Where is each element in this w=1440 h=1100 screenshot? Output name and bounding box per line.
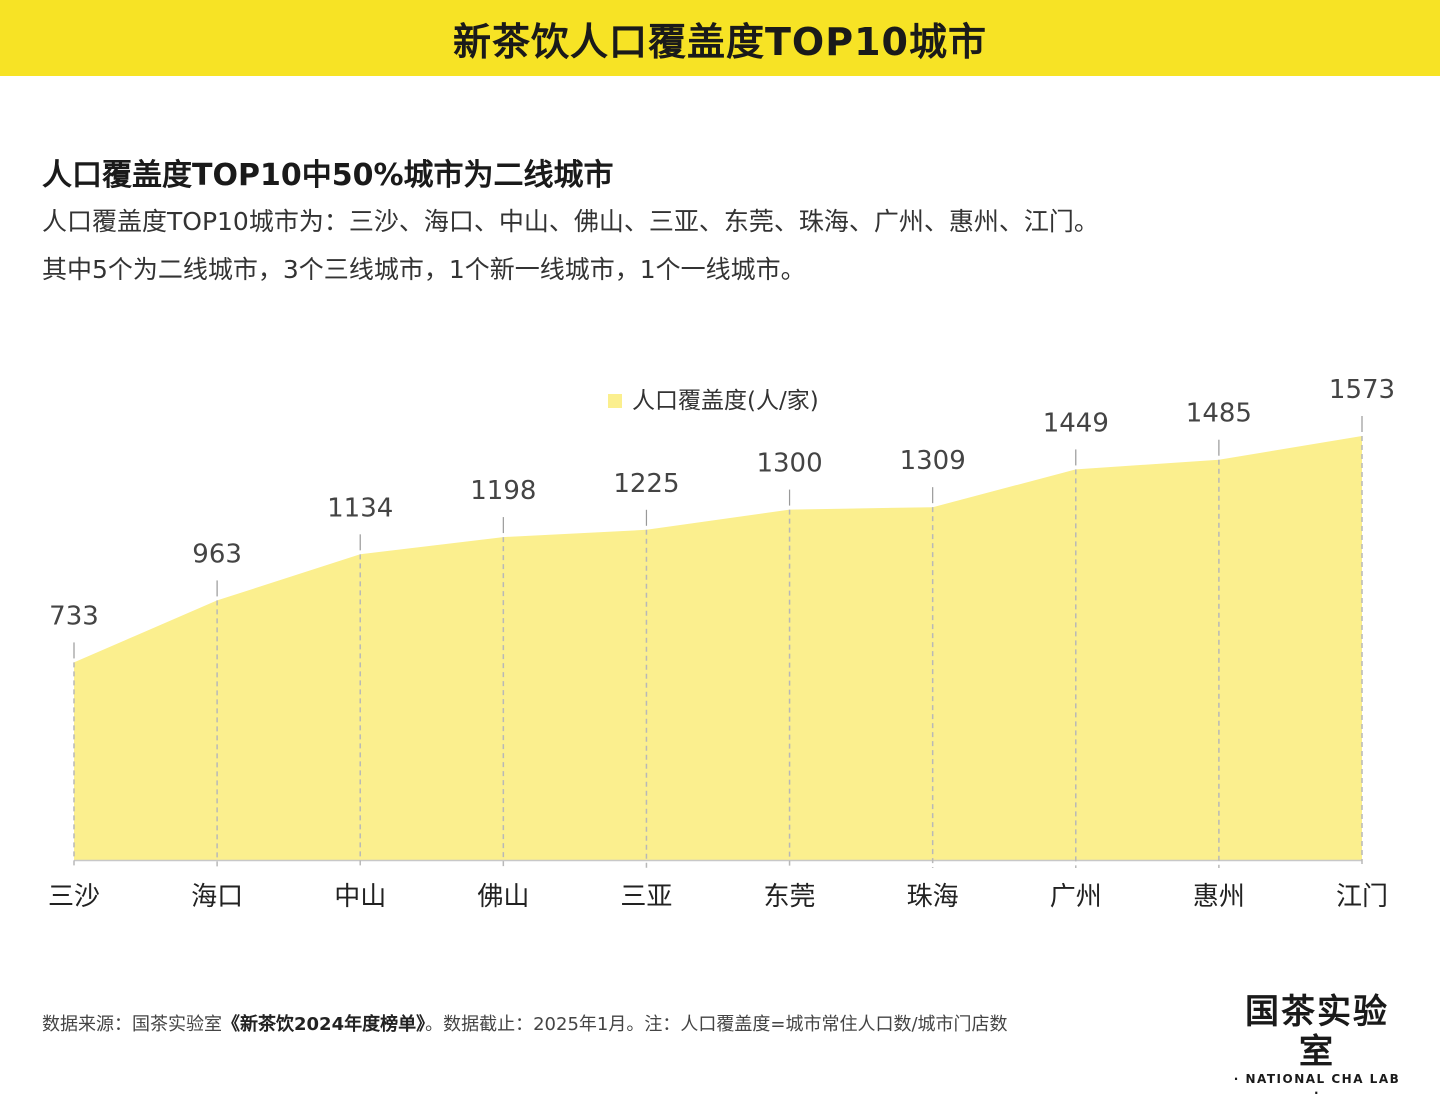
area-series — [74, 436, 1362, 860]
description-line-2: 其中5个为二线城市，3个三线城市，1个新一线城市，1个一线城市。 — [42, 255, 806, 284]
plot-area: 733 三沙 963 海口 1134 中山 1198 佛山 1225 三亚 1300 东莞 1309 珠海… — [48, 375, 1395, 912]
data-label: 1225 — [613, 469, 679, 499]
brand-name-cn: 国茶实验室 — [1245, 992, 1389, 1072]
area-chart: 人口覆盖度(人/家) 733 三沙 963 海口 1134 中山 1198 佛山 1225 三亚 1… — [48, 375, 1395, 912]
data-label: 1573 — [1329, 375, 1395, 405]
x-tick-label: 佛山 — [477, 882, 529, 912]
legend-label: 人口覆盖度(人/家) — [632, 388, 819, 414]
data-label: 1309 — [900, 446, 966, 476]
x-tick-label: 东莞 — [764, 882, 816, 912]
legend-swatch — [608, 394, 622, 408]
data-label: 1485 — [1186, 399, 1252, 429]
chart-legend: 人口覆盖度(人/家) — [608, 388, 819, 414]
data-label: 1449 — [1043, 408, 1109, 438]
data-label: 1134 — [327, 493, 393, 523]
footnote-suffix: 。数据截止：2025年1月。注：人口覆盖度=城市常住人口数/城市门店数 — [425, 1014, 1008, 1035]
x-tick-label: 珠海 — [907, 882, 959, 912]
footnote-report: 《新茶饮2024年度榜单》 — [222, 1014, 426, 1035]
x-tick-label: 三亚 — [620, 882, 672, 912]
x-tick-label: 海口 — [191, 882, 243, 912]
brand-name-en: · NATIONAL CHA LAB · — [1233, 1072, 1401, 1100]
brand-logo: 国茶实验室 · NATIONAL CHA LAB · — [1232, 992, 1402, 1100]
source-footnote: 数据来源：国茶实验室《新茶饮2024年度榜单》。数据截止：2025年1月。注：人… — [42, 1010, 1008, 1036]
page-title: 新茶饮人口覆盖度TOP10城市 — [453, 19, 987, 64]
chart-subtitle: 人口覆盖度TOP10中50%城市为二线城市 — [42, 158, 614, 193]
x-tick-label: 三沙 — [48, 882, 100, 912]
x-tick-label: 江门 — [1336, 882, 1388, 912]
data-label: 1198 — [470, 476, 536, 506]
title-banner: 新茶饮人口覆盖度TOP10城市 — [0, 0, 1440, 76]
description-line-1: 人口覆盖度TOP10城市为：三沙、海口、中山、佛山、三亚、东莞、珠海、广州、惠州… — [42, 207, 1099, 236]
x-tick-label: 惠州 — [1193, 882, 1245, 912]
x-tick-label: 广州 — [1050, 882, 1102, 912]
footnote-prefix: 数据来源：国茶实验室 — [42, 1014, 222, 1035]
data-label: 963 — [192, 539, 242, 569]
x-tick-label: 中山 — [334, 882, 386, 912]
data-label: 733 — [49, 601, 99, 631]
data-label: 1300 — [756, 449, 822, 479]
